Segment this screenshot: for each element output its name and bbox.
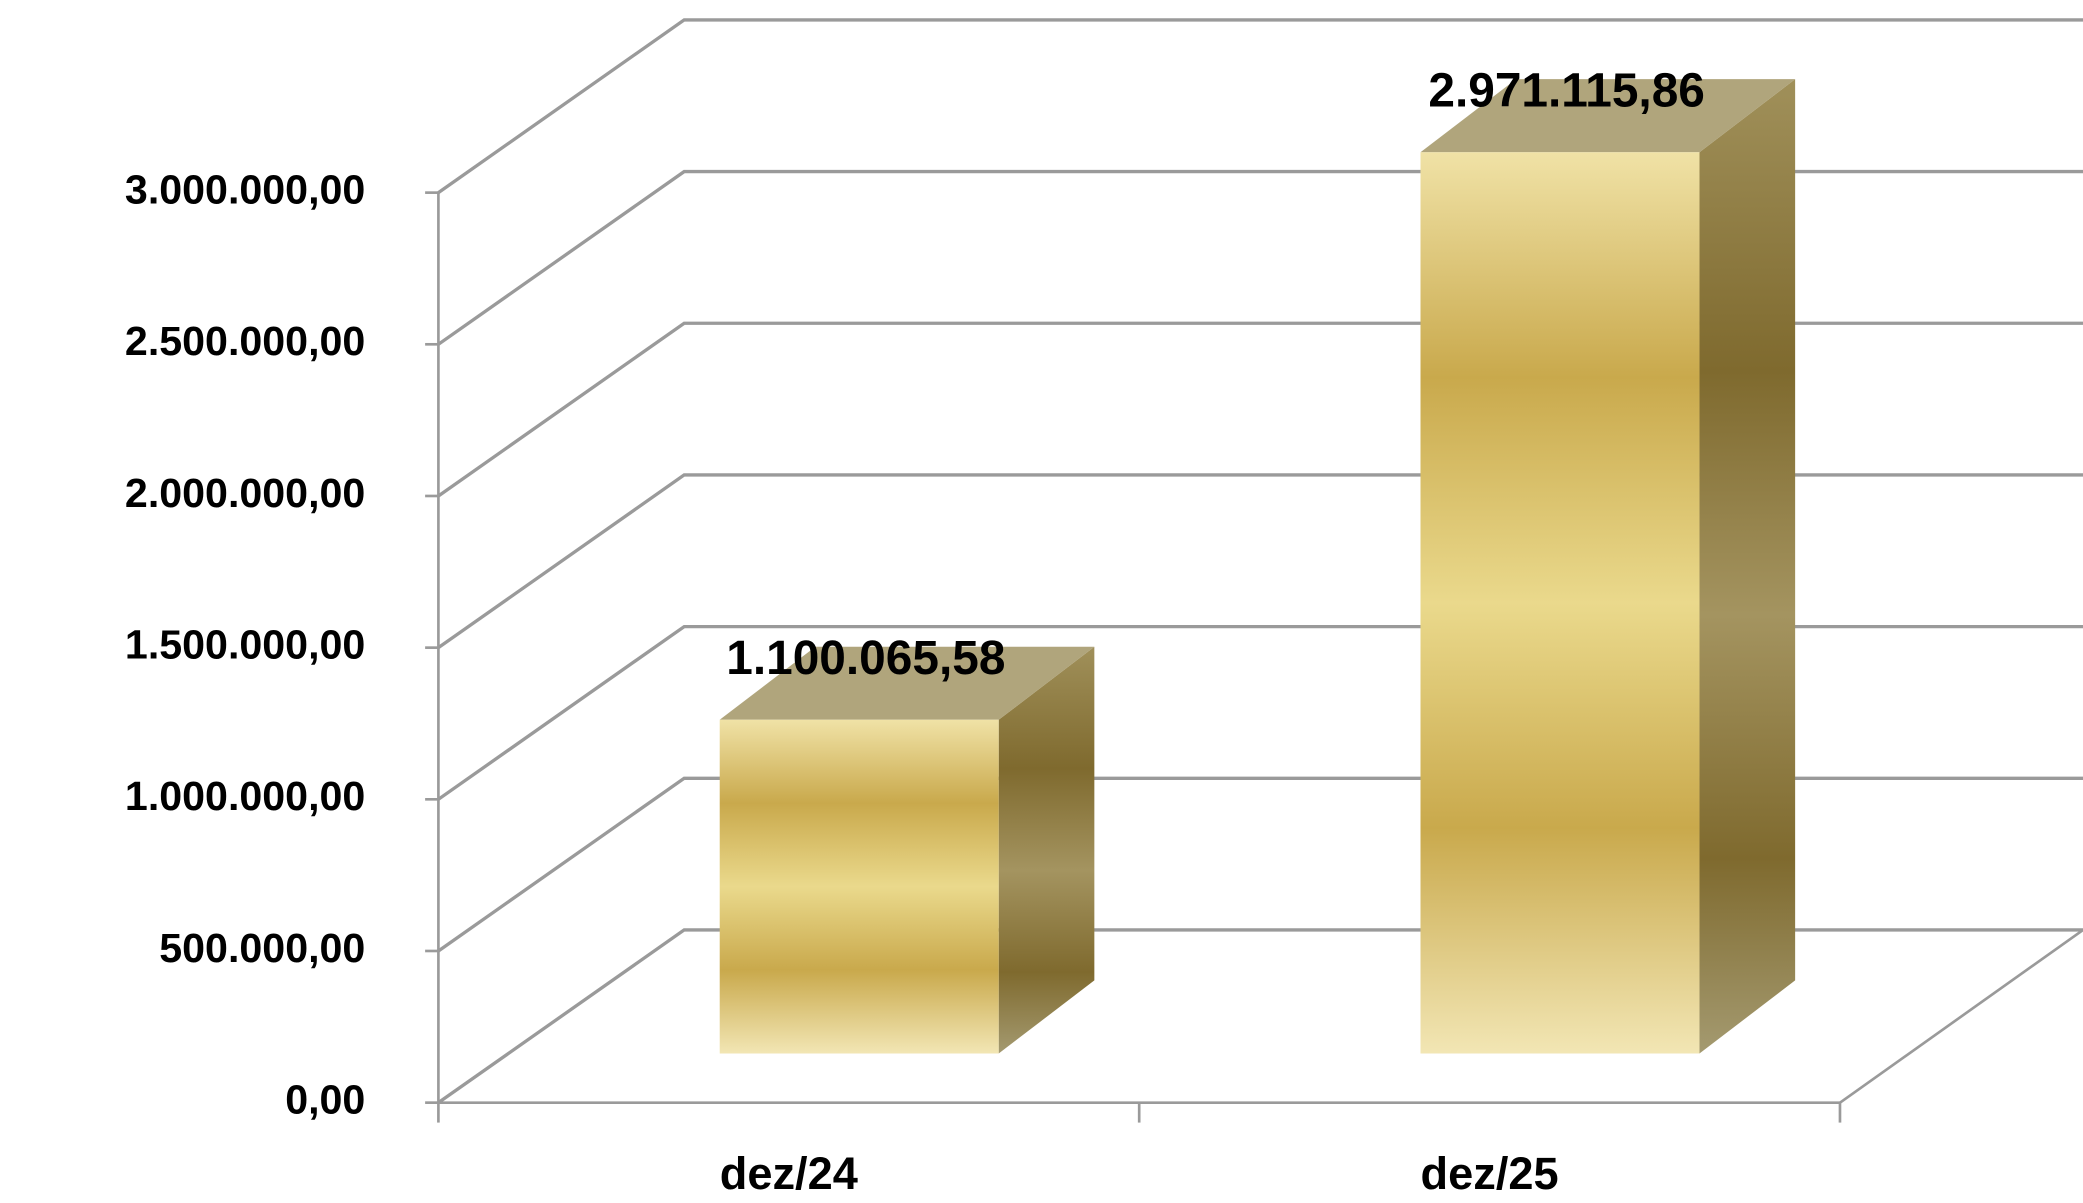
bar-front <box>719 719 999 1054</box>
grid-line <box>437 169 2083 346</box>
grid-line <box>437 928 2083 1105</box>
bar-top <box>1420 79 1796 153</box>
y-tick-label: 3.000.000,00 <box>125 167 365 213</box>
bar-side <box>1699 79 1796 1054</box>
y-tick-label: 1.000.000,00 <box>125 773 365 819</box>
grid-line <box>437 18 2083 194</box>
y-tick-label: 1.500.000,00 <box>125 622 365 668</box>
y-tick-label: 2.000.000,00 <box>125 470 365 516</box>
plot: 0,00 500.000,00 1.000.000,00 1.500.000,00 2.… <box>125 18 2083 1199</box>
bar-top <box>719 646 1095 720</box>
y-tick-label: 0,00 <box>285 1077 365 1123</box>
grid-line <box>437 776 2083 953</box>
floor-edge <box>1839 928 2083 1104</box>
y-tick-label: 500.000,00 <box>159 925 365 971</box>
value-label: 1.100.065,58 <box>726 632 1005 685</box>
y-tick-label: 2.500.000,00 <box>125 318 365 364</box>
grid-line <box>437 624 2083 801</box>
grid-line <box>437 473 2083 650</box>
x-tick-label: dez/24 <box>720 1148 858 1199</box>
value-label: 2.971.115,86 <box>1428 64 1705 117</box>
bar <box>719 646 1095 1054</box>
bar <box>1420 79 1796 1054</box>
x-tick-label: dez/25 <box>1421 1148 1559 1199</box>
bar-front <box>1420 152 1700 1054</box>
bar-side <box>998 646 1095 1054</box>
grid-line <box>437 321 2083 498</box>
